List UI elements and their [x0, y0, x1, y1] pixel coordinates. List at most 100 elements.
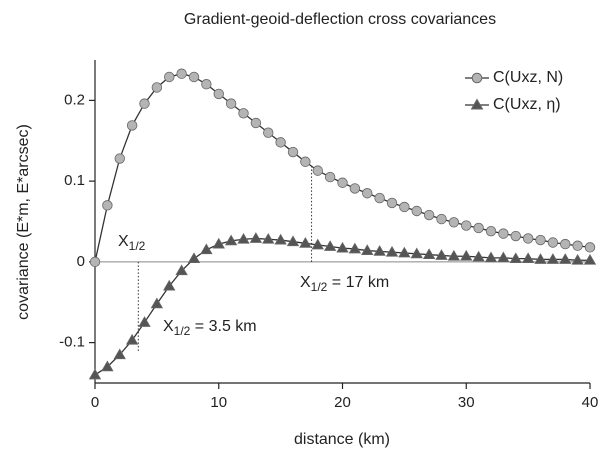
marker: [571, 253, 584, 265]
x-tick-label: 0: [91, 394, 99, 411]
marker: [461, 220, 472, 231]
marker: [336, 241, 349, 253]
marker: [113, 348, 126, 360]
marker: [312, 165, 323, 176]
marker: [225, 98, 237, 109]
marker: [510, 230, 521, 242]
annotation-rest: = 3.5 km: [190, 318, 256, 335]
marker: [263, 127, 274, 138]
marker: [237, 232, 250, 244]
legend-marker: [470, 98, 484, 110]
marker: [126, 120, 138, 131]
y-tick-label: 0.1: [64, 172, 85, 189]
marker: [187, 252, 201, 264]
x-tick-label: 40: [582, 394, 599, 411]
marker: [546, 253, 560, 264]
marker: [583, 253, 597, 265]
annotation-text: X: [118, 233, 129, 250]
annotation-rest: = 17 km: [327, 274, 389, 291]
marker: [472, 250, 485, 262]
marker: [534, 253, 547, 264]
annotation-sub: 1/2: [129, 239, 146, 253]
marker: [560, 238, 571, 250]
y-tick-label: 0: [77, 253, 85, 270]
marker: [188, 71, 200, 83]
marker: [584, 242, 596, 253]
marker: [497, 251, 510, 263]
marker: [164, 71, 175, 83]
marker: [349, 183, 361, 194]
marker: [535, 234, 546, 246]
annotation: X1/2 = 3.5 km: [163, 318, 257, 338]
marker: [385, 245, 399, 257]
marker: [102, 200, 113, 211]
marker: [89, 256, 101, 268]
marker: [484, 251, 498, 263]
marker: [522, 233, 534, 244]
marker: [374, 192, 385, 204]
marker: [150, 297, 164, 309]
marker: [275, 137, 286, 148]
legend-label: C(Uxz, η): [493, 96, 561, 113]
marker: [521, 252, 535, 264]
marker: [163, 279, 176, 291]
annotation-text: X: [163, 318, 174, 335]
marker: [201, 79, 212, 90]
y-axis-label: covariance (E*m, E*arcsec): [15, 124, 32, 320]
marker: [398, 246, 411, 258]
marker: [138, 316, 151, 327]
marker: [572, 240, 583, 251]
marker: [151, 82, 163, 93]
marker: [299, 237, 312, 248]
marker: [176, 68, 187, 79]
y-tick-label: -0.1: [59, 334, 85, 351]
marker: [139, 98, 150, 109]
marker: [410, 247, 423, 259]
marker: [238, 108, 249, 119]
annotation-text: X: [300, 274, 311, 291]
marker: [274, 233, 287, 245]
legend-label: C(Uxz, N): [493, 69, 563, 86]
x-tick-label: 20: [334, 394, 351, 411]
marker: [473, 222, 484, 234]
marker: [287, 146, 299, 158]
marker: [485, 225, 497, 237]
marker: [547, 237, 559, 248]
marker: [559, 253, 572, 264]
marker: [337, 177, 348, 188]
annotation-sub: 1/2: [174, 324, 191, 338]
marker: [213, 88, 224, 100]
marker: [447, 249, 461, 261]
marker: [460, 249, 473, 261]
marker: [88, 368, 102, 380]
annotation-sub: 1/2: [311, 280, 328, 294]
marker: [362, 188, 373, 199]
marker: [249, 232, 263, 243]
annotation: X1/2 = 17 km: [300, 274, 389, 294]
marker: [300, 156, 311, 167]
marker: [212, 237, 225, 249]
marker: [423, 209, 435, 221]
marker: [422, 248, 436, 260]
chart-title: Gradient-geoid-deflection cross covarian…: [184, 11, 496, 28]
marker: [114, 153, 125, 164]
marker: [435, 249, 448, 260]
marker: [224, 234, 238, 246]
marker: [101, 360, 114, 372]
marker: [262, 232, 275, 244]
y-tick-label: 0.2: [64, 91, 85, 108]
x-tick-label: 30: [458, 394, 475, 411]
marker: [399, 201, 410, 213]
marker: [348, 242, 362, 254]
marker: [250, 117, 262, 129]
annotation: X1/2: [118, 233, 146, 253]
marker: [200, 243, 213, 255]
marker: [324, 171, 336, 183]
marker: [386, 197, 398, 209]
x-tick-label: 10: [210, 394, 227, 411]
marker: [125, 333, 139, 345]
x-axis-label: distance (km): [294, 431, 390, 448]
marker: [498, 228, 509, 239]
marker: [286, 235, 300, 247]
